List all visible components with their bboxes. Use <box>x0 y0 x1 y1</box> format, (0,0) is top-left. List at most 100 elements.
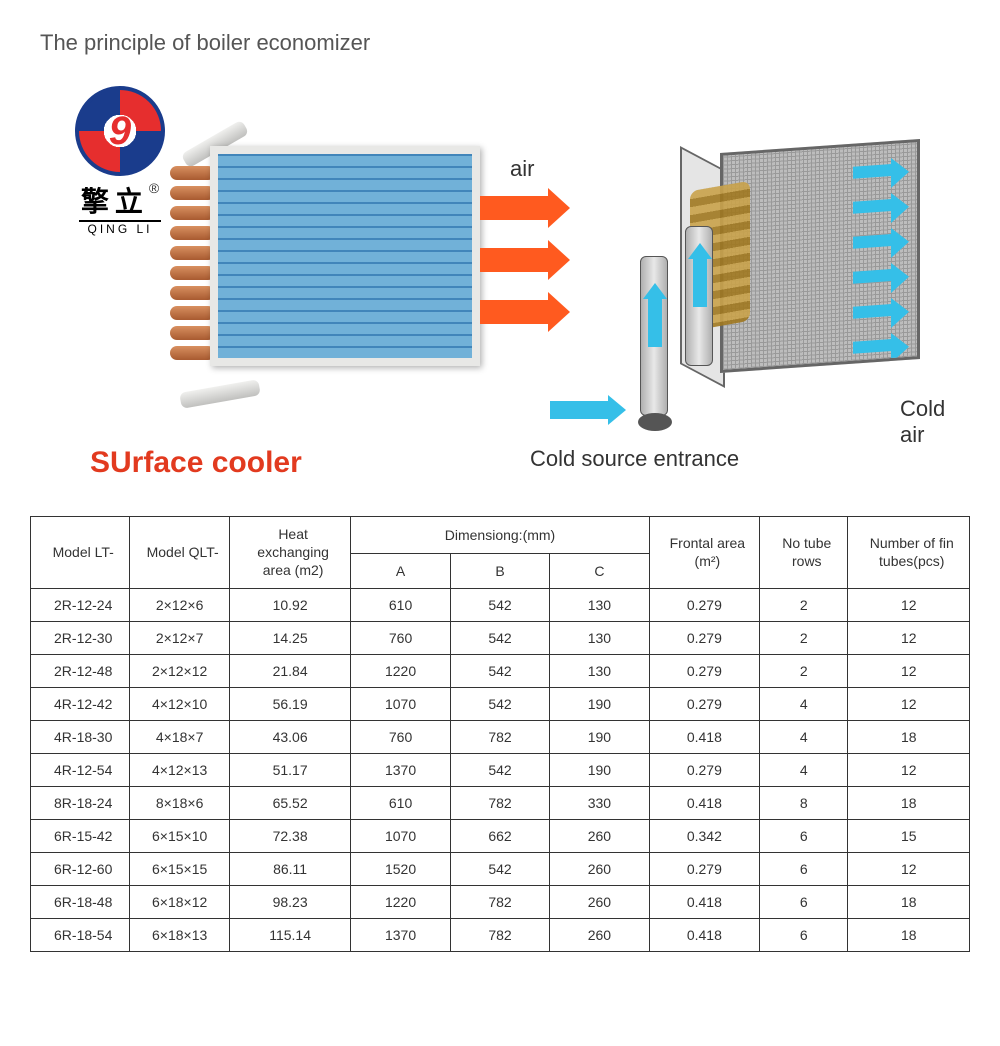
table-cell: 6 <box>760 885 848 918</box>
table-cell: 1220 <box>351 654 450 687</box>
col-header-fin-tubes: Number of fin tubes(pcs) <box>848 517 970 589</box>
specification-table: Model LT- Model QLT- Heat exchanging are… <box>30 516 970 952</box>
table-cell: 12 <box>848 753 970 786</box>
table-cell: 4×18×7 <box>130 720 229 753</box>
table-cell: 1370 <box>351 753 450 786</box>
table-cell: 0.279 <box>649 852 759 885</box>
surface-cooler-illustration <box>170 136 500 396</box>
table-cell: 4R-12-42 <box>31 687 130 720</box>
table-cell: 4 <box>760 720 848 753</box>
table-cell: 610 <box>351 786 450 819</box>
page-title: The principle of boiler economizer <box>40 30 970 56</box>
col-header-tube-rows: No tube rows <box>760 517 848 589</box>
col-header-dim-a: A <box>351 553 450 588</box>
table-cell: 21.84 <box>229 654 351 687</box>
table-cell: 6×15×10 <box>130 819 229 852</box>
table-row: 6R-18-546×18×13115.1413707822600.418618 <box>31 918 970 951</box>
table-cell: 18 <box>848 918 970 951</box>
table-cell: 6R-15-42 <box>31 819 130 852</box>
table-cell: 86.11 <box>229 852 351 885</box>
table-cell: 760 <box>351 720 450 753</box>
table-cell: 98.23 <box>229 885 351 918</box>
table-cell: 782 <box>450 918 549 951</box>
table-cell: 2R-12-30 <box>31 621 130 654</box>
table-cell: 2×12×12 <box>130 654 229 687</box>
table-cell: 782 <box>450 720 549 753</box>
table-cell: 12 <box>848 621 970 654</box>
table-cell: 4R-12-54 <box>31 753 130 786</box>
table-cell: 542 <box>450 753 549 786</box>
table-cell: 2×12×7 <box>130 621 229 654</box>
table-cell: 4 <box>760 753 848 786</box>
logo-pinyin: QING LI <box>79 220 160 236</box>
table-cell: 72.38 <box>229 819 351 852</box>
cooler-fins-icon <box>218 154 472 358</box>
table-cell: 4R-18-30 <box>31 720 130 753</box>
table-cell: 610 <box>351 588 450 621</box>
col-header-dimensions: Dimensiong:(mm) <box>351 517 649 554</box>
table-cell: 782 <box>450 885 549 918</box>
table-cell: 6×18×13 <box>130 918 229 951</box>
table-cell: 0.279 <box>649 753 759 786</box>
table-cell: 6 <box>760 918 848 951</box>
table-cell: 4×12×10 <box>130 687 229 720</box>
table-cell: 4×12×13 <box>130 753 229 786</box>
table-row: 2R-12-302×12×714.257605421300.279212 <box>31 621 970 654</box>
table-cell: 51.17 <box>229 753 351 786</box>
air-flow-arrows <box>480 196 550 352</box>
table-cell: 6×15×15 <box>130 852 229 885</box>
table-cell: 0.279 <box>649 588 759 621</box>
table-cell: 12 <box>848 852 970 885</box>
table-cell: 15 <box>848 819 970 852</box>
table-cell: 10.92 <box>229 588 351 621</box>
table-cell: 130 <box>550 621 649 654</box>
table-cell: 18 <box>848 786 970 819</box>
table-cell: 260 <box>550 885 649 918</box>
cold-source-entrance-label: Cold source entrance <box>530 446 739 472</box>
table-cell: 6R-18-54 <box>31 918 130 951</box>
table-cell: 12 <box>848 687 970 720</box>
table-cell: 1520 <box>351 852 450 885</box>
table-cell: 130 <box>550 588 649 621</box>
table-cell: 542 <box>450 687 549 720</box>
table-cell: 542 <box>450 588 549 621</box>
table-row: 2R-12-242×12×610.926105421300.279212 <box>31 588 970 621</box>
col-header-dim-c: C <box>550 553 649 588</box>
table-row: 4R-12-544×12×1351.1713705421900.279412 <box>31 753 970 786</box>
table-cell: 6R-18-48 <box>31 885 130 918</box>
cold-air-box-illustration <box>600 136 950 436</box>
table-row: 2R-12-482×12×1221.8412205421300.279212 <box>31 654 970 687</box>
table-row: 4R-12-424×12×1056.1910705421900.279412 <box>31 687 970 720</box>
table-cell: 12 <box>848 588 970 621</box>
table-cell: 0.279 <box>649 687 759 720</box>
table-cell: 2 <box>760 654 848 687</box>
table-cell: 12 <box>848 654 970 687</box>
cooler-pipe-icon <box>179 379 261 409</box>
table-cell: 1070 <box>351 819 450 852</box>
table-cell: 542 <box>450 621 549 654</box>
logo-chinese: 擎立 <box>81 186 149 217</box>
table-cell: 0.418 <box>649 918 759 951</box>
table-cell: 190 <box>550 753 649 786</box>
table-cell: 18 <box>848 720 970 753</box>
table-cell: 130 <box>550 654 649 687</box>
table-row: 8R-18-248×18×665.526107823300.418818 <box>31 786 970 819</box>
surface-cooler-label: SUrface cooler <box>90 446 302 480</box>
col-header-model-qlt: Model QLT- <box>130 517 229 589</box>
cold-air-label: Cold air <box>900 396 970 448</box>
table-row: 4R-18-304×18×743.067607821900.418418 <box>31 720 970 753</box>
table-cell: 8×18×6 <box>130 786 229 819</box>
table-cell: 2×12×6 <box>130 588 229 621</box>
table-row: 6R-12-606×15×1586.1115205422600.279612 <box>31 852 970 885</box>
table-cell: 760 <box>351 621 450 654</box>
table-cell: 6 <box>760 852 848 885</box>
table-cell: 1070 <box>351 687 450 720</box>
arrow-right-icon <box>480 248 550 272</box>
table-cell: 4 <box>760 687 848 720</box>
col-header-model-lt: Model LT- <box>31 517 130 589</box>
table-cell: 2R-12-24 <box>31 588 130 621</box>
arrow-up-icon <box>693 257 707 307</box>
table-cell: 6 <box>760 819 848 852</box>
table-cell: 330 <box>550 786 649 819</box>
col-header-dim-b: B <box>450 553 549 588</box>
